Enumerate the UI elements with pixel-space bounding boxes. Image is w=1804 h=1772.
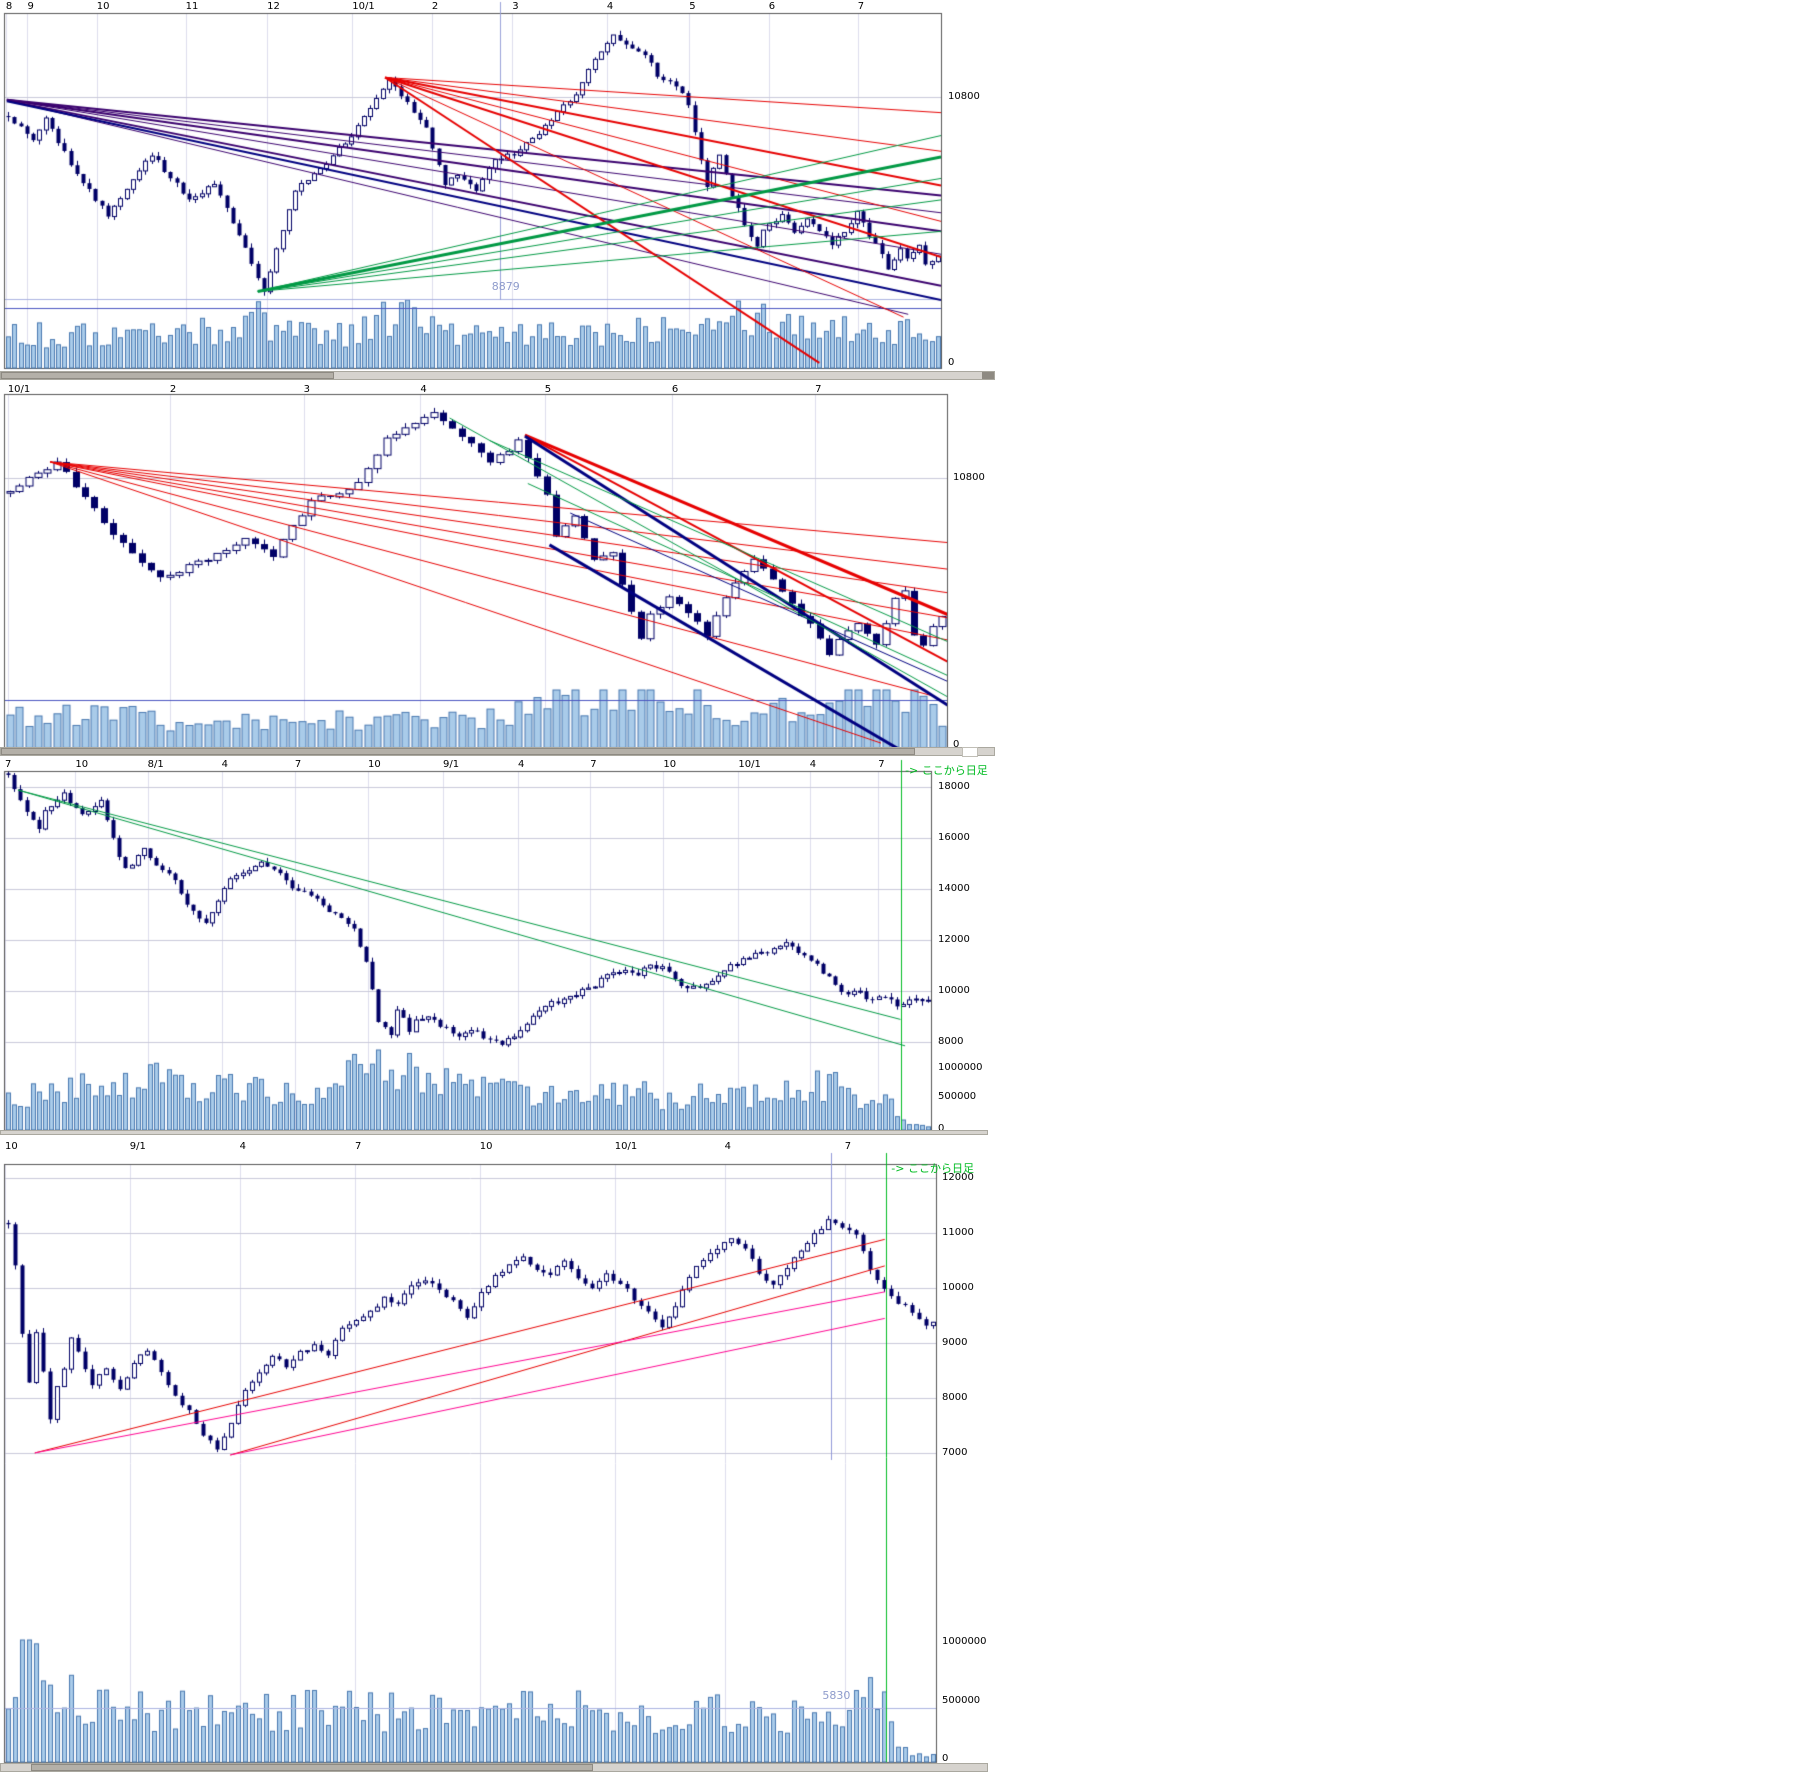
- y-axis-price-label: 11000: [942, 1227, 974, 1238]
- x-axis-tick: 6: [671, 384, 679, 395]
- x-axis-tick: 11: [185, 1, 199, 12]
- candlestick-volume-canvas: [0, 758, 990, 1135]
- x-axis-tick: 10/1: [614, 1141, 638, 1152]
- y-axis-price-label: 10000: [938, 985, 970, 996]
- y-axis-volume-label: 0: [942, 1753, 949, 1764]
- x-axis-tick: 7: [878, 759, 885, 770]
- x-axis-tick: 10: [5, 1141, 18, 1152]
- x-axis-tick: 10/1: [7, 384, 31, 395]
- x-axis-tick: 9/1: [442, 759, 460, 770]
- daily-from-here-label: -> ここから日足: [891, 1161, 974, 1175]
- y-axis-volume-label: 0: [938, 1123, 945, 1134]
- x-axis-tick: 8: [5, 1, 13, 12]
- x-axis-tick: 10/1: [738, 759, 761, 770]
- y-axis-price-label: 9000: [942, 1337, 968, 1348]
- x-axis-tick: 10: [367, 759, 381, 770]
- x-axis-tick: 10: [663, 759, 677, 770]
- x-axis-tick: 7: [590, 759, 597, 770]
- candlestick-volume-canvas: [0, 0, 997, 381]
- x-axis-tick: 10/1: [352, 1, 375, 12]
- y-axis-volume-label: 0: [948, 357, 955, 368]
- y-axis-price-label: 12000: [942, 1172, 974, 1183]
- candlestick-volume-canvas: [0, 1140, 990, 1772]
- chart-panel-third-weekly-long: 7 10 8/1 4 7 10 9/1 4 7 10 10/1 4 7 18000 16000 14000 12…: [0, 758, 990, 1135]
- x-axis-tick: 7: [815, 384, 822, 395]
- horizontal-scrollbar[interactable]: [0, 1763, 988, 1772]
- x-axis-tick: 4: [724, 1141, 732, 1152]
- x-axis-tick: 5: [689, 1, 696, 12]
- y-axis-price-label: 10800: [953, 472, 985, 483]
- scrollbar-thumb[interactable]: [1, 372, 334, 379]
- x-axis-tick: 4: [809, 759, 817, 770]
- chart-panel-second-daily-zoom: 10/1 2 3 4 5 6 7 10800 0: [0, 383, 997, 757]
- horizontal-scrollbar[interactable]: [0, 371, 995, 380]
- x-axis-tick: 7: [844, 1141, 852, 1152]
- scrollbar-end-box: [962, 747, 978, 757]
- x-axis-tick: 7: [355, 1141, 362, 1152]
- x-axis-tick: 7: [294, 759, 302, 770]
- x-axis-tick: 3: [303, 384, 310, 395]
- scrollbar-button[interactable]: [982, 372, 994, 379]
- y-axis-volume-label: 500000: [942, 1695, 981, 1706]
- x-axis-tick: 10: [96, 1, 110, 12]
- y-axis-volume-label: 1000000: [938, 1062, 983, 1073]
- y-axis-volume-label: 0: [953, 739, 960, 750]
- y-axis-price-label: 8000: [942, 1392, 968, 1403]
- y-axis-price-label: 14000: [938, 883, 970, 894]
- x-axis-tick: 8/1: [147, 759, 164, 770]
- horizontal-scrollbar[interactable]: [0, 747, 995, 757]
- x-axis-tick: 2: [169, 384, 177, 395]
- price-level-label: 5830: [822, 1689, 851, 1703]
- y-axis-volume-label: 500000: [938, 1091, 977, 1102]
- y-axis-price-label: 10800: [948, 91, 980, 102]
- y-axis-price-label: 12000: [938, 934, 970, 945]
- x-axis-tick: 4: [518, 759, 525, 770]
- x-axis-tick: 2: [431, 1, 439, 12]
- price-level-label: 8879: [491, 280, 520, 294]
- chart-panel-bottom-daily-long: 10 9/1 4 7 10 10/1 4 7 12000 11000 10000 9000 8000 70…: [0, 1140, 990, 1772]
- horizontal-scrollbar[interactable]: [0, 1130, 988, 1135]
- y-axis-price-label: 8000: [938, 1036, 964, 1047]
- y-axis-price-label: 7000: [942, 1447, 968, 1458]
- x-axis-tick: 7: [5, 759, 12, 770]
- y-axis-volume-label: 1000000: [942, 1636, 987, 1647]
- x-axis-tick: 9: [27, 1, 34, 12]
- x-axis-tick: 4: [221, 759, 229, 770]
- x-axis-tick: 10: [75, 759, 89, 770]
- x-axis-tick: 5: [544, 384, 552, 395]
- x-axis-tick: 4: [606, 1, 614, 12]
- x-axis-tick: 9/1: [129, 1141, 146, 1152]
- x-axis-tick: 4: [239, 1141, 246, 1152]
- x-axis-tick: 12: [267, 1, 280, 12]
- chart-panel-top-weekly: 8 9 10 11 12 10/1 2 3 4 5 6 7 10800 0 8879: [0, 0, 997, 381]
- daily-from-here-label: -> ここから日足: [905, 764, 988, 778]
- x-axis-tick: 6: [768, 1, 776, 12]
- scrollbar-thumb[interactable]: [30, 1764, 593, 1771]
- x-axis-tick: 7: [857, 1, 865, 12]
- scrollbar-thumb[interactable]: [1, 748, 915, 755]
- x-axis-tick: 3: [512, 1, 519, 12]
- y-axis-price-label: 10000: [942, 1282, 974, 1293]
- y-axis-price-label: 18000: [938, 781, 970, 792]
- y-axis-price-label: 16000: [938, 832, 970, 843]
- x-axis-tick: 10: [479, 1141, 493, 1152]
- candlestick-volume-canvas: [0, 383, 997, 757]
- x-axis-tick: 4: [420, 384, 427, 395]
